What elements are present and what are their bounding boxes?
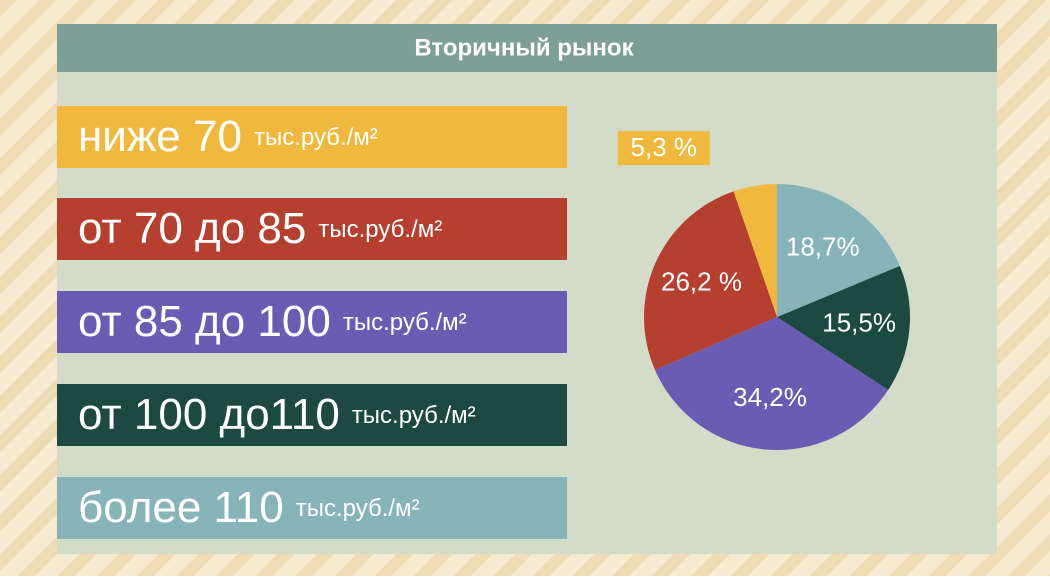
pie: 5,3 % 26,2 % 34,2% 15,5% 18,7% [617, 131, 910, 450]
pie-slice [733, 184, 777, 317]
legend-unit: тыс.руб./м² [254, 124, 378, 151]
legend-unit: тыс.руб./м² [343, 309, 467, 336]
label-box [617, 131, 710, 166]
legend-unit: тыс.руб./м² [352, 402, 476, 429]
legend-category: ниже 70 [78, 112, 242, 161]
legend-category: более 110 [78, 483, 284, 532]
chart-title: Вторичный рынок [414, 34, 634, 61]
legend-label: более 110 тыс.руб./м² [78, 483, 420, 532]
legend-swatch [57, 291, 567, 353]
value-label: 34,2% [733, 382, 807, 412]
legend-label: от 100 до110 тыс.руб./м² [78, 390, 476, 439]
value-label: 26,2 % [661, 267, 742, 297]
legend-swatch [57, 384, 567, 446]
legend-swatch [57, 106, 567, 168]
legend-category: от 85 до 100 [78, 297, 331, 346]
legend-label: ниже 70 тыс.руб./м² [78, 112, 378, 161]
pie-slice [777, 265, 910, 390]
pie-slice [644, 191, 777, 371]
value-label: 15,5% [822, 308, 896, 338]
legend-unit: тыс.руб./м² [296, 495, 420, 522]
legend-unit: тыс.руб./м² [318, 216, 442, 243]
legend-swatch [57, 198, 567, 260]
legend-swatch [57, 477, 567, 539]
legend-category: от 70 до 85 [78, 204, 306, 253]
legend-label: от 70 до 85 тыс.руб./м² [78, 204, 442, 253]
legend: ниже 70 тыс.руб./м² от 70 до 85 тыс.руб./м²… [57, 106, 567, 539]
value-label: 5,3 % [631, 132, 698, 162]
legend-label: от 85 до 100 тыс.руб./м² [78, 297, 467, 346]
pie-slice [655, 317, 889, 450]
title-bar [57, 24, 997, 72]
pie-slice [777, 184, 900, 317]
legend-category: от 100 до110 [78, 390, 340, 439]
value-label: 18,7% [786, 231, 860, 261]
